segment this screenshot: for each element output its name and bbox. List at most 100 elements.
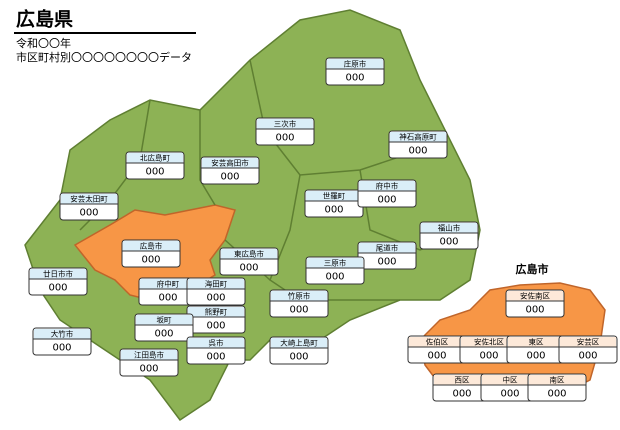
label-box: 大竹市 000 [32,327,92,356]
label-box: 尾道市 000 [357,241,417,270]
label-value: 000 [48,283,67,294]
label-box: 大崎上島町 000 [269,336,329,365]
label-header [188,307,244,317]
label-value: 000 [427,351,446,362]
label-box: 坂町 000 [134,313,194,342]
label-value: 000 [578,351,597,362]
label-name: 三原市 [324,258,347,268]
label-box: 佐伯区 000 [407,335,467,364]
label-header [421,223,477,233]
label-header [409,337,465,347]
label-value: 000 [526,351,545,362]
label-name: 庄原市 [344,59,367,69]
label-name: 竹原市 [288,291,311,301]
label-name: 府中町 [157,279,180,289]
label-name: 中区 [503,375,518,385]
label-value: 000 [275,133,294,144]
label-name: 広島市 [140,241,163,251]
label-name: 坂町 [157,315,172,325]
label-name: 西区 [455,376,470,385]
label-box: 福山市 000 [419,221,479,250]
label-name: 府中市 [376,181,399,191]
label-name: 大竹市 [51,329,74,339]
label-header [257,119,313,129]
label-header [188,279,244,289]
label-box: 熊野町 000 [186,305,246,334]
label-value: 000 [79,208,98,219]
label-header [136,315,192,325]
label-box: 府中市 000 [357,179,417,208]
label-value: 000 [206,293,225,304]
label-value: 000 [206,321,225,332]
label-box: 三次市 000 [255,117,315,146]
label-box: 海田町 000 [186,277,246,306]
label-header [30,269,86,279]
label-box: 中区 000 [480,373,540,402]
label-header [271,291,327,301]
label-header [508,337,564,347]
label-header [221,249,277,259]
label-box: 南区 000 [527,373,587,402]
label-header [529,375,585,385]
label-name: 東広島市 [234,249,264,259]
label-box: 呉市 000 [186,336,246,365]
label-value: 000 [52,343,71,354]
label-value: 000 [525,305,544,316]
label-value: 000 [141,255,160,266]
title: 広島県 [16,8,73,31]
label-name: 廿日市市 [43,269,73,279]
label-name: 安芸太田町 [70,194,108,204]
label-value: 000 [289,305,308,316]
label-name: 東区 [529,337,544,347]
label-box: 府中町 000 [138,277,198,306]
label-box: 安芸高田市 000 [200,156,260,185]
label-box: 庄原市 000 [325,57,385,86]
label-header [560,337,616,347]
label-header [507,291,563,301]
label-header [434,375,490,385]
label-box: 安佐北区 000 [459,335,519,364]
label-value: 000 [377,257,396,268]
label-header [307,258,363,268]
label-header [140,279,196,289]
label-box: 竹原市 000 [269,289,329,318]
label-header [188,338,244,348]
label-value: 000 [289,352,308,363]
label-header [359,243,415,253]
label-value: 000 [239,263,258,274]
label-name: 神石高原町 [399,132,437,142]
label-header [359,181,415,191]
label-box: 東区 000 [506,335,566,364]
label-name: 佐伯区 [426,337,449,347]
label-name: 呉市 [209,338,224,348]
label-name: 世羅町 [323,191,346,201]
label-name: 熊野町 [205,307,228,317]
label-value: 000 [139,364,158,375]
subtitle: 市区町村別〇〇〇〇〇〇〇〇データ [16,50,192,64]
label-header [461,337,517,347]
label-value: 000 [479,351,498,362]
label-box: 廿日市市 000 [28,267,88,296]
label-header [121,350,177,360]
label-header [123,241,179,251]
label-box: 安芸太田町 000 [59,192,119,221]
label-value: 000 [408,146,427,157]
label-header [271,338,327,348]
label-box: 江田島市 000 [119,348,179,377]
label-box: 西区 000 [432,373,492,402]
label-value: 000 [220,172,239,183]
label-value: 000 [547,389,566,400]
label-value: 000 [158,293,177,304]
label-value: 000 [154,329,173,340]
label-box: 東広島市 000 [219,247,279,276]
label-value: 000 [325,272,344,283]
label-name: 安佐南区 [520,291,550,301]
label-value: 000 [439,237,458,248]
label-name: 三次市 [274,119,297,129]
label-name: 安佐北区 [474,337,504,347]
label-header [390,132,446,142]
label-name: 海田町 [205,279,228,289]
label-value: 000 [324,205,343,216]
label-name: 安芸区 [577,337,600,347]
